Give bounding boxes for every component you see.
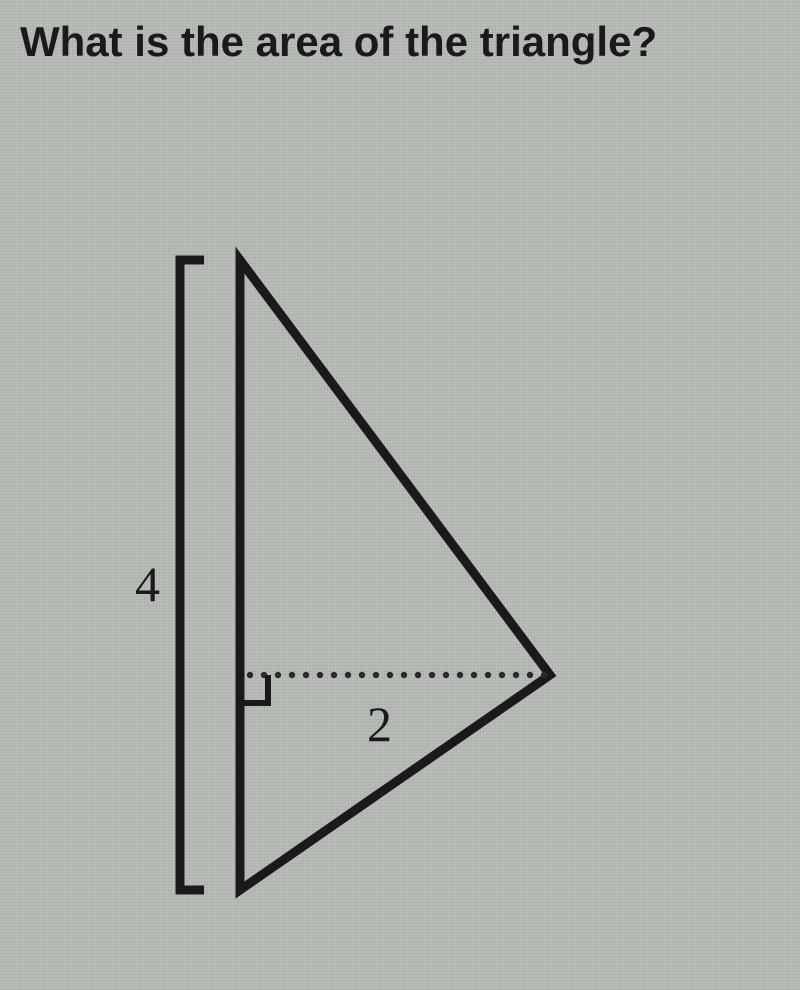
triangle-figure: 4 2 — [145, 245, 565, 905]
base-label: 4 — [135, 555, 160, 613]
height-label: 2 — [367, 695, 392, 753]
question-text: What is the area of the triangle? — [20, 18, 657, 66]
figure-svg — [145, 245, 565, 905]
